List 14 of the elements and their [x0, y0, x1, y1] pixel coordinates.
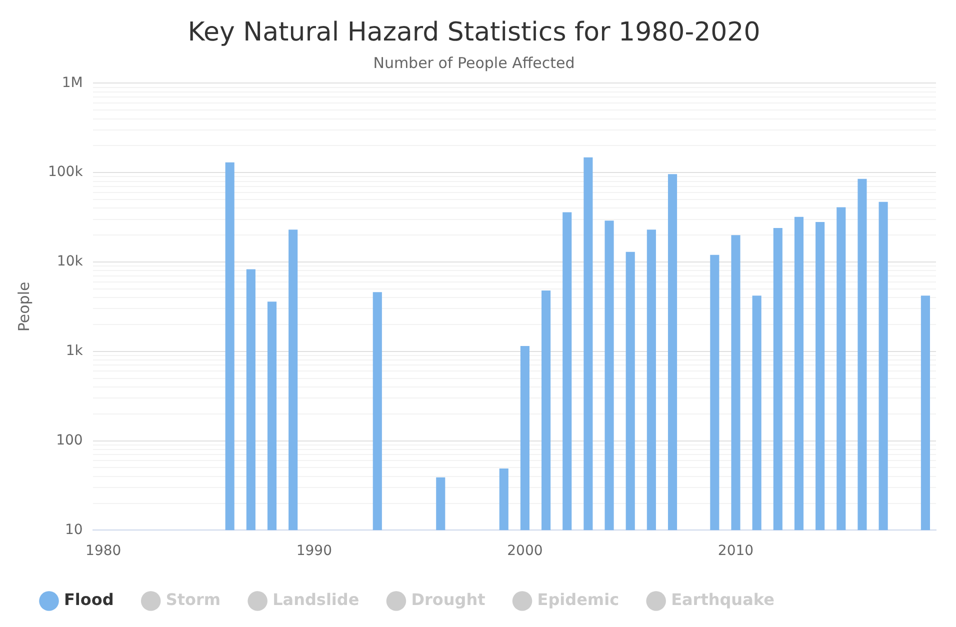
- y-tick-label: 1M: [62, 74, 83, 91]
- y-tick-label: 1k: [66, 343, 84, 360]
- x-tick-label: 2000: [507, 543, 543, 560]
- x-tick-label: 1990: [296, 543, 332, 560]
- y-tick-label: 100: [56, 432, 83, 448]
- y-axis-title: People: [14, 282, 33, 332]
- x-tick-label: 1980: [86, 543, 122, 560]
- legend-label: Flood: [64, 590, 114, 610]
- x-tick-label: 2010: [718, 543, 754, 560]
- y-tick-label: 10: [65, 522, 83, 538]
- y-tick-label: 100k: [48, 164, 84, 180]
- chart-title: Key Natural Hazard Statistics for 1980-2020: [188, 17, 760, 48]
- y-tick-label: 10k: [56, 254, 84, 270]
- chart-subtitle: Number of People Affected: [373, 54, 575, 72]
